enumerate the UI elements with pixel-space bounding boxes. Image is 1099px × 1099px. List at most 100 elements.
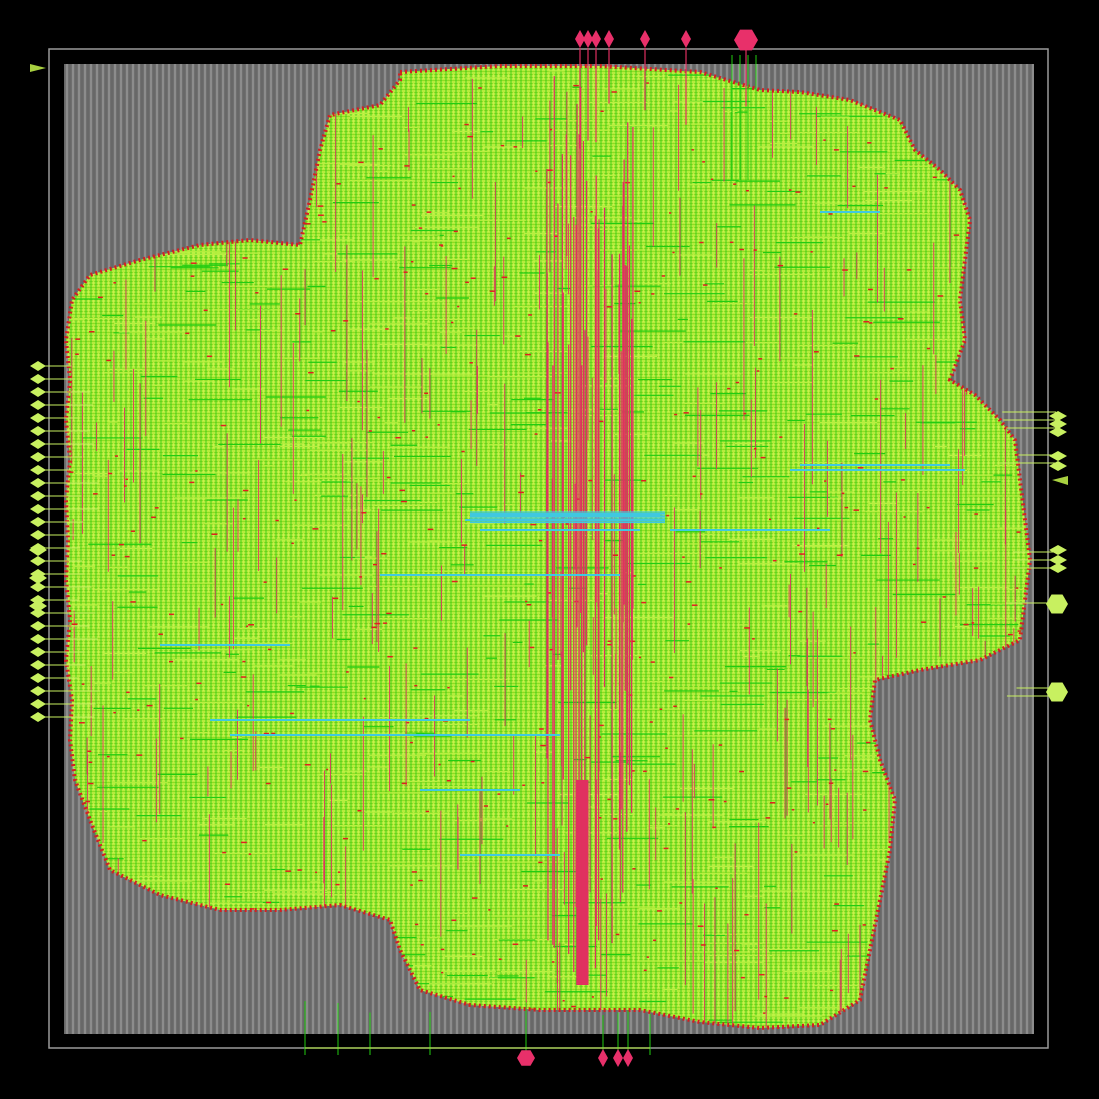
congestion-mark (421, 944, 424, 946)
congestion-mark (963, 624, 968, 626)
congestion-mark (407, 722, 410, 724)
congestion-mark (554, 236, 557, 238)
congestion-mark (478, 87, 482, 89)
congestion-mark (147, 705, 153, 707)
congestion-mark (668, 823, 670, 825)
congestion-mark (294, 499, 296, 501)
congestion-mark (472, 897, 477, 899)
congestion-mark (854, 355, 859, 357)
congestion-mark (954, 234, 959, 236)
congestion-mark (195, 470, 197, 472)
congestion-mark (142, 840, 146, 842)
congestion-mark (75, 338, 80, 340)
congestion-mark (643, 771, 647, 773)
congestion-mark (447, 780, 451, 782)
congestion-mark (828, 213, 832, 215)
congestion-mark (268, 649, 272, 651)
congestion-mark (308, 372, 314, 374)
congestion-mark (746, 190, 749, 192)
congestion-mark (85, 801, 90, 803)
congestion-mark (459, 188, 461, 190)
congestion-mark (364, 698, 366, 700)
congestion-mark (528, 314, 532, 316)
congestion-mark (758, 358, 762, 360)
congestion-mark (525, 354, 531, 356)
congestion-mark (502, 277, 508, 279)
congestion-mark (863, 809, 866, 811)
congestion-mark (792, 809, 795, 811)
congestion-mark (106, 360, 111, 362)
congestion-mark (826, 804, 829, 806)
congestion-mark (943, 596, 946, 598)
congestion-mark (644, 970, 647, 972)
congestion-mark (357, 810, 361, 812)
congestion-mark (789, 189, 792, 191)
congestion-mark (247, 705, 249, 707)
congestion-mark (266, 783, 271, 785)
congestion-mark (371, 627, 376, 629)
congestion-mark (241, 842, 247, 844)
congestion-mark (858, 467, 864, 469)
congestion-mark (823, 139, 825, 141)
congestion-mark (845, 507, 849, 509)
congestion-mark (402, 783, 407, 785)
congestion-mark (739, 771, 744, 773)
congestion-mark (520, 475, 524, 477)
congestion-mark (703, 284, 707, 286)
congestion-mark (451, 322, 453, 324)
congestion-mark (653, 940, 656, 942)
congestion-mark (733, 183, 736, 185)
congestion-mark (207, 356, 212, 358)
congestion-mark (125, 479, 127, 481)
congestion-mark (243, 257, 248, 259)
congestion-mark (338, 871, 340, 873)
congestion-mark (413, 647, 417, 649)
congestion-mark (539, 540, 542, 542)
congestion-mark (343, 320, 348, 322)
congestion-mark (787, 787, 792, 789)
congestion-mark (585, 757, 590, 759)
congestion-mark (255, 292, 258, 294)
congestion-mark (794, 313, 797, 315)
congestion-mark (305, 764, 311, 766)
congestion-mark (842, 493, 844, 495)
congestion-mark (702, 161, 705, 163)
congestion-mark (734, 950, 739, 952)
congestion-mark (684, 412, 689, 414)
congestion-mark (72, 623, 78, 625)
congestion-mark (151, 517, 156, 519)
congestion-mark (530, 524, 536, 526)
congestion-mark (438, 424, 440, 426)
congestion-mark (535, 433, 538, 435)
congestion-mark (607, 644, 612, 646)
congestion-mark (828, 719, 832, 721)
congestion-mark (377, 417, 380, 419)
congestion-mark (907, 269, 912, 271)
congestion-mark (395, 437, 400, 439)
congestion-mark (754, 249, 757, 251)
congestion-mark (764, 996, 767, 998)
congestion-mark (454, 231, 458, 233)
congestion-mark (795, 191, 800, 193)
congestion-mark (867, 142, 871, 144)
congestion-mark (739, 249, 744, 251)
congestion-mark (264, 581, 267, 583)
congestion-mark (974, 513, 978, 515)
congestion-mark (484, 805, 488, 807)
congestion-mark (852, 186, 855, 188)
congestion-mark (525, 601, 527, 603)
congestion-mark (672, 252, 674, 254)
congestion-mark (831, 728, 835, 730)
congestion-mark (241, 676, 247, 678)
congestion-mark (383, 622, 387, 624)
congestion-mark (692, 149, 694, 151)
congestion-mark (470, 362, 473, 364)
congestion-mark (527, 604, 532, 606)
congestion-mark (736, 382, 740, 384)
congestion-mark (195, 699, 198, 701)
congestion-mark (1016, 587, 1018, 589)
congestion-mark (715, 887, 717, 889)
congestion-mark (212, 533, 218, 535)
congestion-mark (488, 909, 490, 911)
congestion-mark (744, 914, 748, 916)
